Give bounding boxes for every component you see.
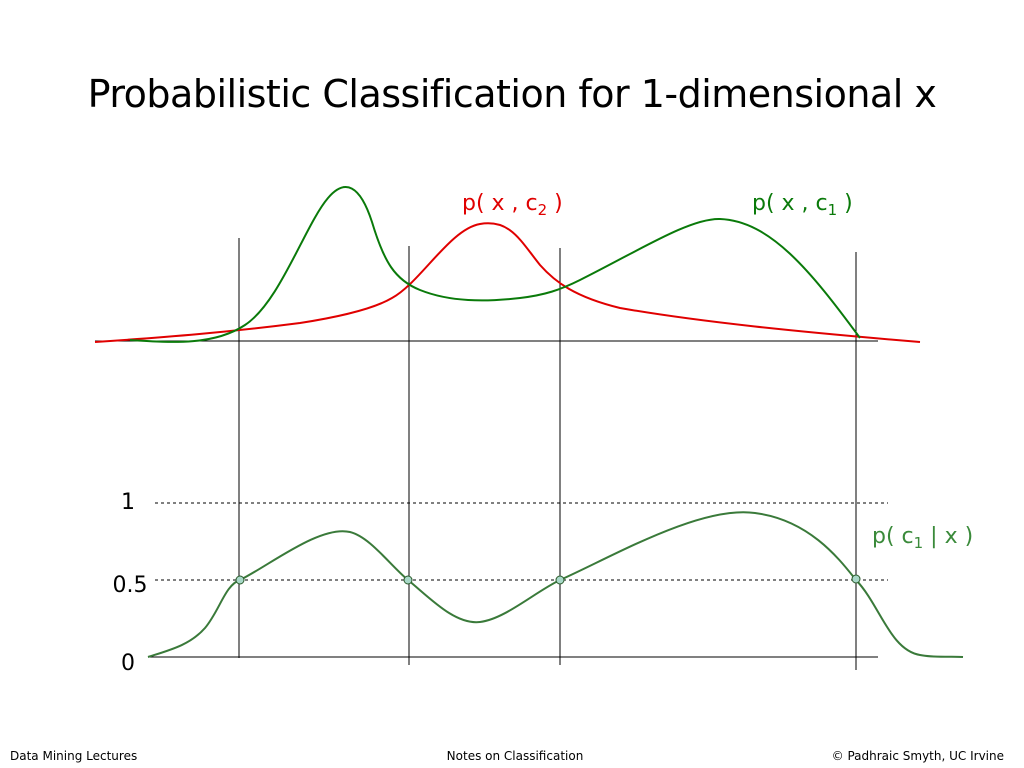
label-joint-c1: p( x , c1 ) xyxy=(752,191,853,219)
footer-copyright: © Padhraic Smyth, UC Irvine xyxy=(831,749,1004,763)
tick-label-1: 1 xyxy=(121,490,135,515)
slide-title: Probabilistic Classification for 1-dimen… xyxy=(87,72,937,116)
curve-joint-c1 xyxy=(129,186,861,343)
crossing-marker xyxy=(235,575,245,585)
tick-label-0: 0 xyxy=(121,651,135,676)
tick-label-0-5: 0.5 xyxy=(113,573,148,598)
footer-section-title: Notes on Classification xyxy=(446,749,584,763)
crossing-marker xyxy=(403,575,413,585)
footer-course-title: Data Mining Lectures xyxy=(10,749,138,763)
crossing-marker xyxy=(851,574,861,584)
label-posterior-c1: p( c1 | x ) xyxy=(872,524,973,552)
curve-posterior-c1 xyxy=(147,511,964,658)
crossing-marker xyxy=(555,575,565,585)
label-joint-c2: p( x , c2 ) xyxy=(462,191,563,219)
curve-joint-c2 xyxy=(94,222,921,343)
